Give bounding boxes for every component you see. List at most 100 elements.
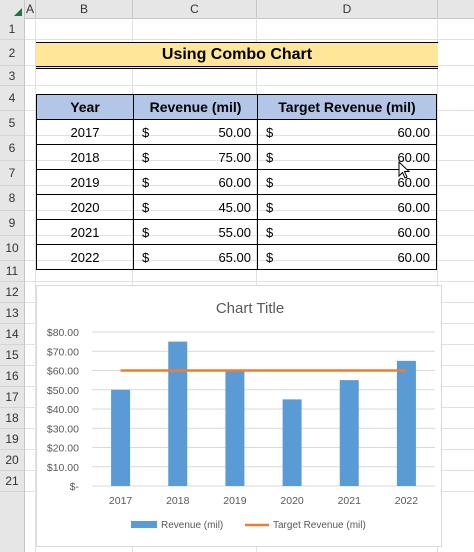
row-header-6[interactable]: 6 [0,136,24,161]
combo-chart[interactable]: Chart Title $- $10.00 $20.00 $30.00 $40.00 $50… [36,285,442,547]
row-header-19[interactable]: 19 [0,429,24,450]
currency-symbol: $ [266,224,274,240]
row-header-15[interactable]: 15 [0,345,24,366]
header-revenue[interactable]: Revenue (mil) [133,94,258,120]
column-header-c[interactable]: C [133,0,257,18]
row-header-3[interactable]: 3 [0,66,24,86]
cell-year[interactable]: 2018 [36,144,134,170]
cell-revenue[interactable]: $55.00 [133,219,258,245]
table-row: 2021 $55.00 $60.00 [36,219,437,245]
cell-target-revenue[interactable]: $60.00 [257,244,437,270]
select-all-corner[interactable] [0,0,25,18]
legend-revenue-label: Revenue (mil) [161,520,223,531]
cell-target-revenue[interactable]: $60.00 [257,169,437,195]
revenue-value: 60.00 [218,174,251,190]
y-tick-label: $30.00 [47,423,79,435]
target-value: 60.00 [397,249,430,265]
row-header-12[interactable]: 12 [0,282,24,303]
target-value: 60.00 [397,199,430,215]
x-tick-label: 2022 [395,495,419,507]
row-gridline [25,39,474,40]
legend-target-label: Target Revenue (mil) [273,520,366,531]
table-row: 2019 $60.00 $60.00 [36,169,437,195]
cell-revenue[interactable]: $65.00 [133,244,258,270]
revenue-value: 75.00 [218,149,251,165]
row-gridline [25,281,474,282]
row-header-17[interactable]: 17 [0,387,24,408]
select-all-triangle-icon [14,8,22,16]
row-header-13[interactable]: 13 [0,303,24,324]
row-header-9[interactable]: 9 [0,211,24,236]
revenue-bar [111,389,131,486]
target-value: 60.00 [397,149,430,165]
row-header-8[interactable]: 8 [0,186,24,211]
header-year[interactable]: Year [36,94,134,120]
mouse-cursor-icon [398,161,410,179]
cell-target-revenue[interactable]: $60.00 [257,144,437,170]
revenue-value: 45.00 [218,199,251,215]
revenue-bar [396,360,416,486]
x-tick-label: 2018 [166,495,190,507]
cell-year[interactable]: 2019 [36,169,134,195]
column-header-d[interactable]: D [257,0,438,18]
table-row: 2020 $45.00 $60.00 [36,194,437,220]
y-tick-label: $40.00 [47,404,79,416]
sheet-title-cell[interactable]: Using Combo Chart [36,42,438,69]
row-header-2[interactable]: 2 [0,40,24,66]
cell-target-revenue[interactable]: $60.00 [257,119,437,145]
currency-symbol: $ [142,199,150,215]
y-tick-label: $70.00 [47,346,79,358]
cell-revenue[interactable]: $50.00 [133,119,258,145]
x-tick-label: 2019 [223,495,247,507]
row-header-11[interactable]: 11 [0,261,24,282]
cell-revenue[interactable]: $60.00 [133,169,258,195]
table-row: 2018 $75.00 $60.00 [36,144,437,170]
revenue-value: 65.00 [218,249,251,265]
currency-symbol: $ [142,224,150,240]
cell-year[interactable]: 2020 [36,194,134,220]
table-row: 2017 $50.00 $60.00 [36,119,437,145]
cell-revenue[interactable]: $45.00 [133,194,258,220]
chart-title: Chart Title [216,300,284,317]
column-header-bar: A B C D [0,0,474,19]
row-header-bar: 1 2 3 4 5 6 7 8 9 10 11 12 13 14 15 16 17 18 19 20 21 [0,18,25,552]
cell-revenue[interactable]: $75.00 [133,144,258,170]
cell-year[interactable]: 2017 [36,119,134,145]
row-header-10[interactable]: 10 [0,236,24,261]
currency-symbol: $ [266,149,274,165]
row-header-4[interactable]: 4 [0,86,24,111]
revenue-bar [282,399,302,486]
row-gridline [25,85,474,86]
column-gridline [35,18,36,552]
revenue-value: 55.00 [218,224,251,240]
row-header-18[interactable]: 18 [0,408,24,429]
row-header-5[interactable]: 5 [0,111,24,136]
currency-symbol: $ [266,174,274,190]
header-target-revenue[interactable]: Target Revenue (mil) [257,94,437,120]
column-header-a[interactable]: A [25,0,36,18]
chart-canvas: Chart Title $- $10.00 $20.00 $30.00 $40.00 $50… [47,300,435,531]
cell-year[interactable]: 2021 [36,219,134,245]
revenue-table: Year Revenue (mil) Target Revenue (mil) … [36,94,437,270]
cell-target-revenue[interactable]: $60.00 [257,194,437,220]
x-tick-label: 2017 [109,495,133,507]
revenue-value: 50.00 [218,124,251,140]
row-header-1[interactable]: 1 [0,18,24,40]
y-tick-label: $- [70,481,80,493]
target-value: 60.00 [397,124,430,140]
y-tick-label: $20.00 [47,443,79,455]
row-header-16[interactable]: 16 [0,366,24,387]
revenue-bar [339,380,359,486]
row-header-7[interactable]: 7 [0,161,24,186]
row-header-14[interactable]: 14 [0,324,24,345]
row-header-20[interactable]: 20 [0,450,24,471]
currency-symbol: $ [142,149,150,165]
cell-year[interactable]: 2022 [36,244,134,270]
y-tick-label: $50.00 [47,385,79,397]
row-header-21[interactable]: 21 [0,471,24,492]
target-value: 60.00 [397,224,430,240]
cell-target-revenue[interactable]: $60.00 [257,219,437,245]
x-tick-label: 2021 [338,495,362,507]
currency-symbol: $ [142,249,150,265]
column-header-b[interactable]: B [36,0,133,18]
